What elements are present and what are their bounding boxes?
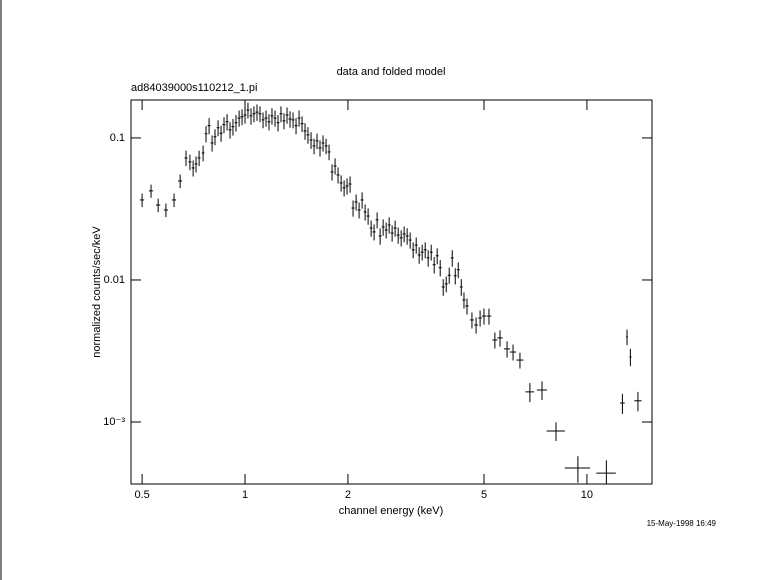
- chart-subtitle: ad84039000s110212_1.pi: [131, 82, 257, 94]
- chart-title: data and folded model: [337, 66, 446, 78]
- timestamp: 15-May-1998 16:49: [647, 519, 717, 528]
- x-tick-label: 10: [581, 489, 593, 501]
- y-tick-label: 10⁻³: [103, 416, 125, 428]
- x-tick-label: 2: [345, 489, 351, 501]
- x-tick-label: 1: [242, 489, 248, 501]
- x-tick-label: 0.5: [134, 489, 149, 501]
- y-axis-label: normalized counts/sec/keV: [91, 226, 103, 358]
- x-axis-label: channel energy (keV): [339, 505, 444, 517]
- plot-frame: [130, 99, 653, 485]
- data-points: [140, 102, 642, 484]
- x-tick-label: 5: [481, 489, 487, 501]
- y-tick-label: 0.1: [110, 132, 125, 144]
- y-tick-label: 0.01: [104, 274, 125, 286]
